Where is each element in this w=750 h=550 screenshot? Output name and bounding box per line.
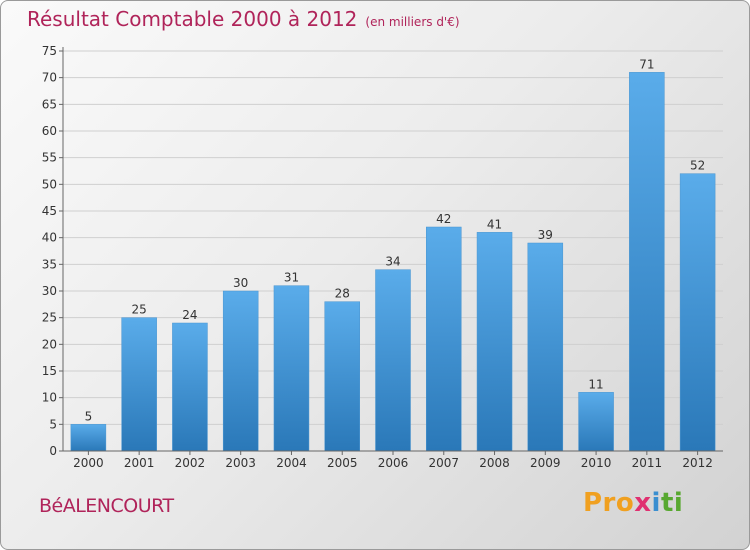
x-tick-label: 2010 [581, 456, 612, 470]
bar-2000 [70, 424, 107, 452]
data-label-2012: 52 [690, 159, 705, 173]
town-name: BéALENCOURT [39, 495, 174, 517]
y-tick-label: 75 [42, 44, 57, 58]
chart-title-text: Résultat Comptable 2000 à 2012 [27, 7, 358, 31]
y-tick-label: 35 [42, 257, 57, 271]
x-tick-label: 2003 [225, 456, 256, 470]
data-label-2002: 24 [182, 308, 197, 322]
data-label-2001: 25 [132, 303, 147, 317]
y-tick-label: 5 [49, 417, 57, 431]
y-tick-label: 60 [42, 124, 57, 138]
data-label-2003: 30 [233, 276, 248, 290]
bar-2003 [222, 290, 259, 452]
chart-subtitle: (en milliers d'€) [365, 15, 460, 29]
y-tick-label: 50 [42, 177, 57, 191]
x-tick-label: 2000 [73, 456, 104, 470]
x-tick-label: 2006 [378, 456, 409, 470]
bar-2011 [629, 72, 665, 452]
x-tick-label: 2004 [276, 456, 307, 470]
bar-2006 [375, 269, 411, 452]
bar-2007 [426, 226, 462, 452]
x-tick-label: 2007 [428, 456, 459, 470]
x-tick-label: 2001 [124, 456, 155, 470]
y-tick-label: 30 [42, 284, 57, 298]
y-tick-label: 20 [42, 337, 57, 351]
data-label-2009: 39 [538, 228, 553, 242]
y-tick-label: 15 [42, 364, 57, 378]
bar-2001 [121, 317, 157, 452]
y-tick-label: 70 [42, 71, 57, 85]
bar-2005 [324, 301, 360, 452]
x-tick-label: 2009 [530, 456, 561, 470]
bar-2009 [527, 242, 564, 452]
bar-2012 [679, 173, 716, 452]
data-label-2004: 31 [284, 271, 299, 285]
chart-title: Résultat Comptable 2000 à 2012 (en millie… [27, 7, 460, 31]
data-label-2008: 41 [487, 217, 502, 231]
data-label-2010: 11 [588, 377, 603, 391]
bar-2010 [578, 392, 614, 452]
y-tick-label: 40 [42, 231, 57, 245]
proxiti-logo: Proxiti [583, 488, 684, 518]
y-axis-ticks: 0 5 10 15 20 25 30 35 40 45 50 55 60 65 70 75 [42, 44, 63, 458]
y-tick-label: 45 [42, 204, 57, 218]
axes [62, 47, 723, 452]
y-tick-label: 10 [42, 391, 57, 405]
data-label-2005: 28 [335, 287, 350, 301]
bars [70, 72, 716, 452]
y-tick-label: 0 [49, 444, 57, 458]
x-tick-label: 2011 [632, 456, 663, 470]
x-tick-label: 2002 [175, 456, 206, 470]
x-tick-label: 2012 [682, 456, 713, 470]
y-tick-label: 55 [42, 151, 57, 165]
y-tick-label: 25 [42, 311, 57, 325]
bar-2004 [273, 285, 310, 452]
data-label-2006: 34 [385, 255, 400, 269]
x-tick-label: 2005 [327, 456, 358, 470]
data-labels: 5 25 24 30 31 28 34 42 41 39 11 71 52 [85, 57, 706, 423]
data-label-2007: 42 [436, 212, 451, 226]
data-label-2000: 5 [85, 409, 93, 423]
bar-2008 [476, 232, 513, 452]
bar-2002 [172, 322, 208, 452]
x-axis-ticks: 2000 2001 2002 2003 2004 2005 2006 2007 2008 2009… [73, 451, 713, 470]
data-label-2011: 71 [639, 57, 654, 71]
y-tick-label: 65 [42, 97, 57, 111]
x-tick-label: 2008 [479, 456, 510, 470]
